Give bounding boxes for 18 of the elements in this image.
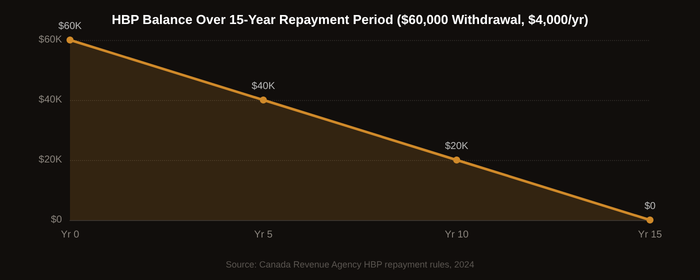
x-tick-label: Yr 15 bbox=[638, 230, 662, 240]
point bbox=[66, 36, 74, 44]
x-tick-label: Yr 5 bbox=[254, 230, 273, 240]
y-tick-label: $20K bbox=[38, 154, 62, 166]
x-tick-label: Yr 10 bbox=[444, 230, 470, 240]
data-label: $40K bbox=[252, 81, 276, 92]
y-tick-label: $60K bbox=[38, 34, 62, 46]
x-tick-label: Yr 0 bbox=[60, 230, 80, 240]
chart-title: HBP Balance Over 15-Year Repayment Period ($60,000 Withdrawal, $4,000/yr) bbox=[112, 12, 588, 27]
data-label: $20K bbox=[444, 141, 469, 152]
data-label: $0 bbox=[644, 201, 656, 212]
source-note: Source: Canada Revenue Agency HBP repayment rules, 2024 bbox=[226, 260, 474, 270]
point bbox=[260, 96, 267, 104]
y-tick-label: $0 bbox=[50, 214, 62, 226]
point bbox=[453, 156, 460, 164]
y-tick-label: $40K bbox=[38, 94, 62, 106]
data-label: $60K bbox=[58, 21, 82, 32]
point bbox=[646, 216, 654, 224]
